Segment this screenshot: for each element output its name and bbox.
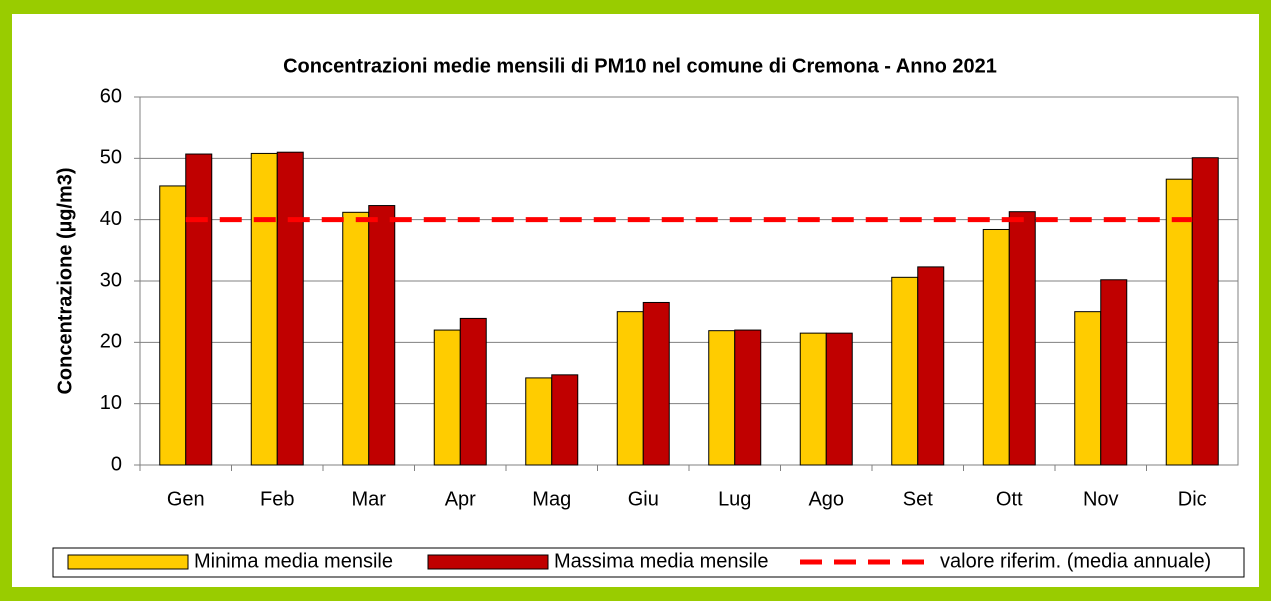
x-tick-label: Mar	[352, 488, 387, 510]
bar	[825, 332, 853, 466]
bar	[1008, 211, 1036, 466]
chart-title: Concentrazioni medie mensili di PM10 nel…	[283, 55, 997, 77]
bar	[342, 211, 370, 466]
bar	[734, 329, 762, 466]
bar	[459, 317, 487, 466]
y-tick-label: 10	[100, 392, 122, 414]
bar	[708, 330, 736, 466]
bar	[891, 276, 919, 466]
legend-label: valore riferim. (media annuale)	[940, 550, 1211, 572]
y-tick-label: 50	[100, 147, 122, 169]
x-tick-label: Ott	[996, 488, 1023, 510]
legend-label: Massima media mensile	[554, 550, 769, 572]
bar	[1191, 157, 1219, 466]
bar	[525, 377, 553, 466]
bar	[1100, 279, 1128, 466]
bar	[185, 153, 213, 466]
bar	[642, 301, 670, 466]
x-tick-label: Set	[903, 488, 933, 510]
bar	[159, 185, 187, 466]
x-tick-label: Nov	[1083, 488, 1119, 510]
x-tick-label: Feb	[260, 488, 294, 510]
bar	[368, 205, 396, 466]
bar	[551, 374, 579, 466]
x-tick-label: Giu	[628, 488, 659, 510]
y-tick-label: 60	[100, 85, 122, 107]
y-tick-label: 30	[100, 269, 122, 291]
bar	[1165, 178, 1193, 466]
x-tick-label: Dic	[1178, 488, 1207, 510]
x-tick-label: Lug	[718, 488, 751, 510]
bar	[982, 228, 1010, 466]
bar	[433, 329, 461, 466]
bar	[250, 152, 278, 466]
y-axis-label: Concentrazione (µg/m3)	[54, 167, 76, 394]
legend-swatch	[427, 554, 549, 570]
bar	[799, 332, 827, 466]
x-tick-label: Apr	[445, 488, 476, 510]
legend-box	[52, 547, 1245, 578]
x-tick-label: Gen	[167, 488, 205, 510]
y-tick-label: 0	[111, 453, 122, 475]
bar	[917, 266, 945, 466]
y-tick-label: 40	[100, 208, 122, 230]
bar	[276, 151, 304, 466]
legend-swatch	[67, 554, 189, 570]
x-tick-label: Mag	[532, 488, 571, 510]
y-tick-label: 20	[100, 331, 122, 353]
x-tick-label: Ago	[808, 488, 844, 510]
bar	[616, 311, 644, 466]
bar	[1074, 311, 1102, 466]
legend-label: Minima media mensile	[194, 550, 393, 572]
